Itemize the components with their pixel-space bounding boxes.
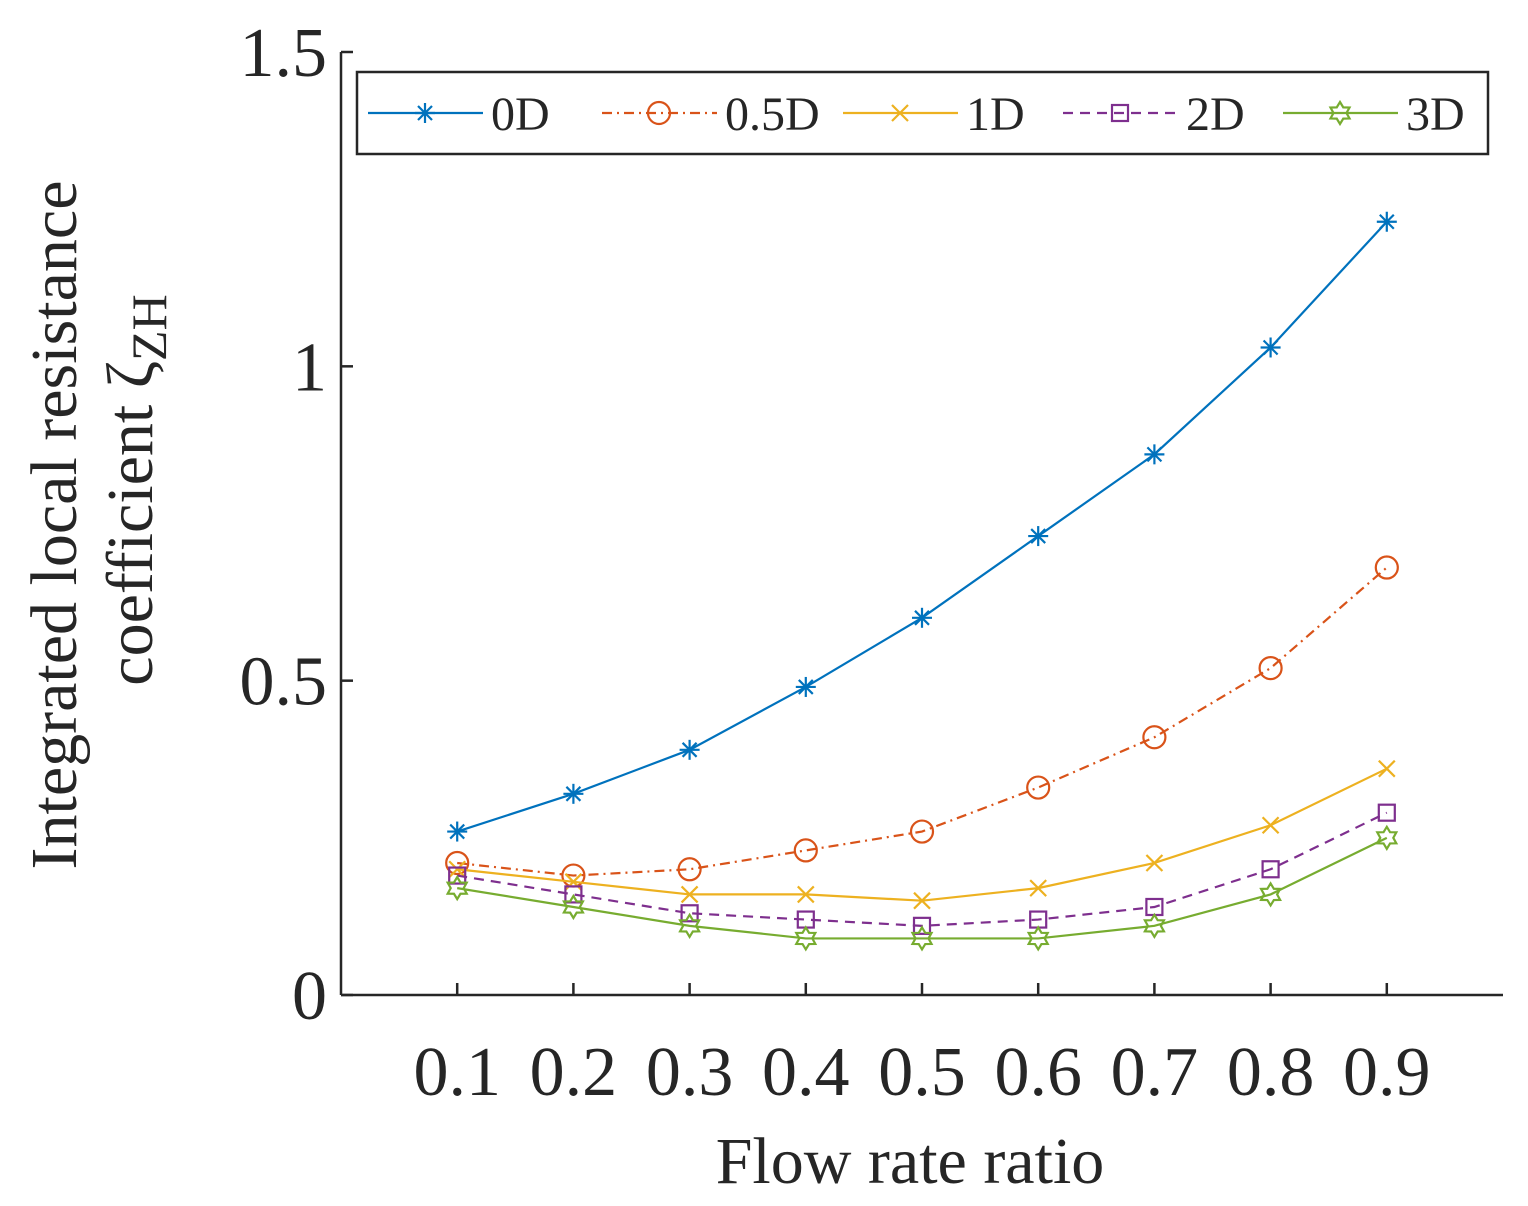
series-point-0D <box>679 739 700 760</box>
series-point-1D <box>1261 816 1280 835</box>
series-point-1D <box>1378 759 1396 778</box>
series-point-0.5D <box>1026 775 1051 800</box>
legend-label-0.5D: 0.5D <box>725 88 820 141</box>
series-point-3D <box>562 893 585 921</box>
series-point-0.5D <box>1374 555 1399 580</box>
series-line-3D <box>457 836 1388 940</box>
series-line-2D <box>457 811 1388 927</box>
series-point-1D <box>680 885 699 904</box>
y-tick-label: 1 <box>292 329 327 406</box>
legend-label-0D: 0D <box>491 88 550 141</box>
series-point-3D <box>1259 881 1282 908</box>
axes: 0 0.5 1 1.5 0.1 0.2 0.3 0.4 0.5 0.6 0.7 0.8 0.9 <box>240 15 1503 1111</box>
legend-label-3D: 3D <box>1406 88 1465 141</box>
series-point-2D <box>680 904 699 923</box>
series-point-1D <box>1145 854 1164 872</box>
series-point-1D <box>448 860 466 879</box>
x-tick-label: 0.1 <box>413 1034 501 1111</box>
series-point-2D <box>564 885 583 904</box>
legend-marker-0.5D <box>646 100 672 126</box>
y-tick-label: 1.5 <box>240 15 328 92</box>
legend-label-1D: 1D <box>966 88 1025 141</box>
series-point-0D <box>1260 337 1281 358</box>
series-line-1D <box>457 767 1388 902</box>
x-tick-label: 0.8 <box>1227 1034 1315 1111</box>
x-tick-label: 0.9 <box>1343 1034 1431 1111</box>
y-tick-label: 0 <box>292 958 327 1035</box>
y-axis-title-subscript: ZH <box>121 294 177 361</box>
legend-marker-2D <box>1110 103 1130 123</box>
series-point-3D <box>910 925 934 952</box>
x-tick-label: 0.7 <box>1111 1034 1199 1111</box>
series-point-0.5D <box>909 819 935 844</box>
series-point-3D <box>1375 824 1399 851</box>
legend-label-2D: 2D <box>1186 88 1245 141</box>
series-point-0D <box>912 607 932 628</box>
series-point-2D <box>1261 860 1280 879</box>
series-point-0.5D <box>1258 655 1283 681</box>
series-point-3D <box>445 875 469 902</box>
series-point-0.5D <box>793 838 818 863</box>
x-tick-label: 0.5 <box>878 1034 966 1111</box>
series-point-3D <box>794 925 818 952</box>
y-axis-title-line2: coefficient ζZH <box>94 294 177 685</box>
x-tick-label: 0.3 <box>646 1034 734 1111</box>
x-axis-title: Flow rate ratio <box>716 1125 1105 1198</box>
series-point-1D <box>797 885 815 904</box>
series-point-1D <box>1029 879 1047 897</box>
series-point-0.5D <box>1142 725 1167 750</box>
legend-marker-1D <box>891 104 909 122</box>
series-layer <box>445 211 1399 952</box>
series-point-0D <box>447 821 468 842</box>
y-tick-label: 0.5 <box>240 644 328 721</box>
series-point-3D <box>1143 912 1166 939</box>
series-point-0D <box>1376 211 1397 232</box>
series-point-0D <box>1144 444 1165 465</box>
x-tick-label: 0.2 <box>530 1034 618 1111</box>
x-tick-label: 0.6 <box>994 1034 1082 1111</box>
series-point-2D <box>448 866 467 885</box>
series-point-0D <box>1028 526 1049 547</box>
series-point-1D <box>913 891 931 910</box>
x-tick-label: 0.4 <box>762 1034 850 1111</box>
legend: 0D 0.5D 1D 2D 3D <box>355 70 1490 156</box>
y-axis-title-main: coefficient ζ <box>94 361 167 686</box>
legend-marker-3D <box>1328 99 1352 127</box>
series-point-0D <box>563 783 584 804</box>
series-line-0D <box>456 220 1388 833</box>
legend-marker-0D <box>415 103 435 123</box>
series-point-0.5D <box>677 857 702 882</box>
series-point-0.5D <box>445 850 470 876</box>
y-axis-title-line1: Integrated local resistance <box>18 181 91 870</box>
series-point-2D <box>1377 803 1396 822</box>
series-point-3D <box>678 912 701 939</box>
series-line-0.5D <box>457 566 1388 877</box>
series-point-3D <box>1026 925 1050 952</box>
series-point-0D <box>795 676 816 697</box>
series-point-2D <box>912 916 932 935</box>
